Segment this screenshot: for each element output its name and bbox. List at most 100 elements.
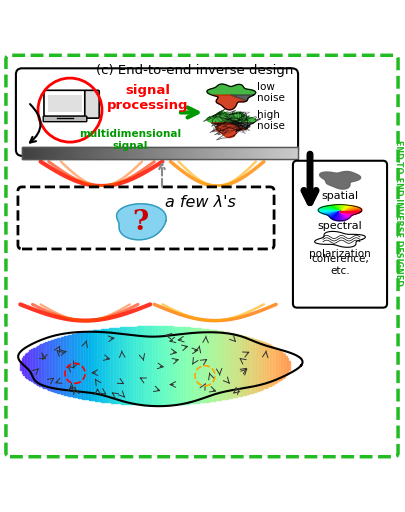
- FancyBboxPatch shape: [6, 55, 397, 457]
- Polygon shape: [330, 211, 339, 219]
- FancyArrowPatch shape: [30, 104, 40, 142]
- Polygon shape: [314, 231, 364, 247]
- FancyBboxPatch shape: [292, 161, 386, 308]
- Polygon shape: [116, 204, 166, 240]
- Polygon shape: [339, 211, 345, 220]
- Polygon shape: [339, 206, 352, 211]
- Polygon shape: [326, 211, 339, 215]
- Polygon shape: [339, 205, 340, 211]
- Polygon shape: [339, 211, 350, 216]
- Polygon shape: [339, 207, 359, 211]
- Polygon shape: [318, 210, 339, 211]
- FancyBboxPatch shape: [85, 90, 99, 118]
- Polygon shape: [318, 208, 339, 211]
- Text: multidimensional
signal: multidimensional signal: [79, 130, 181, 151]
- Polygon shape: [328, 211, 339, 217]
- Polygon shape: [339, 205, 349, 211]
- Polygon shape: [339, 211, 347, 219]
- Polygon shape: [328, 211, 339, 216]
- Polygon shape: [339, 205, 348, 211]
- FancyBboxPatch shape: [18, 187, 273, 249]
- Polygon shape: [339, 211, 357, 214]
- Polygon shape: [339, 205, 345, 211]
- Polygon shape: [339, 206, 356, 211]
- Polygon shape: [334, 205, 339, 211]
- Polygon shape: [212, 123, 245, 138]
- Polygon shape: [339, 207, 357, 211]
- Polygon shape: [331, 205, 339, 211]
- Polygon shape: [329, 211, 339, 217]
- Polygon shape: [339, 211, 356, 214]
- Polygon shape: [326, 206, 339, 211]
- Text: ?: ?: [132, 209, 148, 236]
- Polygon shape: [330, 205, 339, 211]
- Polygon shape: [339, 205, 350, 211]
- Polygon shape: [321, 207, 339, 211]
- Polygon shape: [318, 211, 339, 212]
- Polygon shape: [339, 209, 361, 211]
- FancyArrowPatch shape: [303, 154, 315, 203]
- FancyBboxPatch shape: [44, 90, 86, 117]
- Bar: [22, 147, 297, 159]
- Polygon shape: [339, 211, 345, 220]
- Polygon shape: [339, 209, 361, 211]
- Polygon shape: [323, 211, 339, 214]
- Polygon shape: [333, 205, 339, 211]
- Polygon shape: [318, 209, 339, 211]
- Polygon shape: [319, 208, 339, 211]
- Polygon shape: [339, 211, 342, 221]
- Polygon shape: [338, 205, 339, 211]
- Polygon shape: [326, 211, 339, 215]
- Polygon shape: [337, 211, 339, 221]
- Polygon shape: [339, 211, 350, 217]
- Polygon shape: [339, 205, 342, 211]
- Polygon shape: [339, 205, 341, 211]
- Polygon shape: [339, 211, 349, 218]
- Polygon shape: [331, 211, 339, 219]
- Polygon shape: [339, 211, 350, 217]
- Polygon shape: [339, 208, 360, 211]
- Polygon shape: [339, 211, 348, 219]
- Polygon shape: [339, 211, 349, 218]
- Polygon shape: [230, 123, 253, 129]
- Polygon shape: [328, 211, 339, 217]
- Bar: [48, 95, 82, 112]
- Polygon shape: [212, 95, 245, 110]
- Text: high
noise: high noise: [256, 110, 284, 131]
- Polygon shape: [329, 205, 339, 211]
- Polygon shape: [323, 206, 339, 211]
- Polygon shape: [329, 211, 339, 218]
- Polygon shape: [320, 211, 339, 213]
- FancyBboxPatch shape: [43, 116, 87, 122]
- Polygon shape: [339, 211, 352, 215]
- Polygon shape: [330, 211, 339, 218]
- Polygon shape: [318, 210, 339, 211]
- Polygon shape: [322, 211, 339, 214]
- FancyBboxPatch shape: [16, 68, 297, 156]
- Polygon shape: [339, 205, 343, 211]
- Polygon shape: [335, 205, 339, 211]
- Polygon shape: [332, 205, 339, 211]
- Polygon shape: [207, 112, 255, 123]
- Text: spectral: spectral: [317, 221, 362, 231]
- Polygon shape: [230, 95, 253, 101]
- Polygon shape: [324, 211, 339, 215]
- Polygon shape: [324, 206, 339, 211]
- Polygon shape: [339, 206, 354, 211]
- Polygon shape: [339, 211, 347, 220]
- Polygon shape: [325, 206, 339, 211]
- Text: signal
processing: signal processing: [107, 84, 188, 112]
- Text: polarization: polarization: [308, 249, 370, 260]
- Text: spatial: spatial: [321, 191, 358, 201]
- Polygon shape: [339, 205, 346, 211]
- Polygon shape: [335, 211, 339, 221]
- Polygon shape: [336, 211, 339, 221]
- Polygon shape: [325, 211, 339, 215]
- Polygon shape: [207, 84, 255, 95]
- Polygon shape: [339, 211, 343, 221]
- Polygon shape: [318, 209, 339, 211]
- Polygon shape: [319, 211, 339, 213]
- Polygon shape: [320, 207, 339, 211]
- Text: low
noise: low noise: [256, 82, 284, 103]
- Polygon shape: [339, 207, 358, 211]
